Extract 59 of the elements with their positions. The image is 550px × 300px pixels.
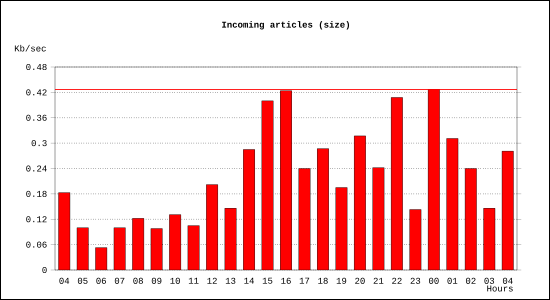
y-tick-label: 0.12 [26, 216, 47, 222]
x-tick-label: 04 [502, 278, 513, 284]
x-tick-label: 20 [355, 278, 365, 284]
x-tick-label: 07 [114, 278, 124, 284]
bar [317, 148, 329, 270]
bar [446, 138, 458, 270]
y-tick-label: 0.48 [26, 64, 47, 70]
x-tick-label: 02 [466, 278, 476, 284]
bar [188, 225, 200, 270]
y-tick-label: 0.18 [26, 190, 47, 197]
x-tick-label: 11 [188, 278, 199, 284]
x-tick-label: 05 [78, 278, 88, 284]
bar [464, 168, 477, 270]
x-tick-label: 19 [336, 278, 346, 284]
bar [132, 218, 144, 270]
bar [58, 192, 70, 270]
bar [224, 208, 236, 270]
x-tick-label: 15 [262, 278, 272, 284]
bar [150, 228, 163, 270]
x-tick-label: 09 [152, 278, 162, 284]
bar [298, 168, 310, 270]
bar [114, 228, 126, 270]
bar [390, 97, 403, 270]
x-tick-label: 18 [318, 278, 328, 284]
x-tick-label: 16 [281, 278, 291, 284]
y-tick-label: 0.36 [26, 114, 47, 121]
bar [243, 149, 255, 270]
x-tick-label: 01 [447, 278, 458, 284]
bar [409, 209, 422, 270]
x-tick-label: 23 [410, 278, 420, 284]
y-axis-title: Kb/sec [14, 44, 46, 52]
bar [354, 136, 366, 270]
y-tick-label: 0.42 [26, 89, 47, 96]
bar [372, 168, 384, 270]
y-tick-label: 0.3 [32, 140, 47, 146]
bar [169, 214, 182, 270]
x-tick-label: 04 [59, 278, 70, 284]
y-tick-label: 0.06 [26, 242, 47, 248]
x-tick-label: 10 [170, 278, 180, 284]
x-tick-label: 14 [244, 278, 254, 284]
bar [76, 228, 89, 270]
bar [206, 184, 218, 270]
chart-title: Incoming articles (size) [222, 21, 350, 30]
x-tick-label: 08 [133, 278, 143, 284]
bar [336, 187, 348, 270]
y-tick-label: 0.24 [26, 165, 47, 172]
x-tick-label: 21 [374, 278, 384, 284]
x-tick-label: 03 [484, 278, 494, 284]
x-tick-label: 13 [226, 278, 236, 284]
x-axis-title: Hours [487, 286, 513, 292]
bar [483, 208, 496, 270]
x-tick-label: 22 [392, 278, 402, 284]
x-tick-label: 17 [300, 278, 310, 284]
x-tick-label: 00 [429, 278, 439, 284]
x-tick-label: 12 [207, 278, 217, 284]
y-tick-label: 0 [42, 266, 47, 274]
x-tick-label: 06 [96, 278, 106, 284]
bar [262, 100, 274, 270]
bar [502, 150, 514, 270]
